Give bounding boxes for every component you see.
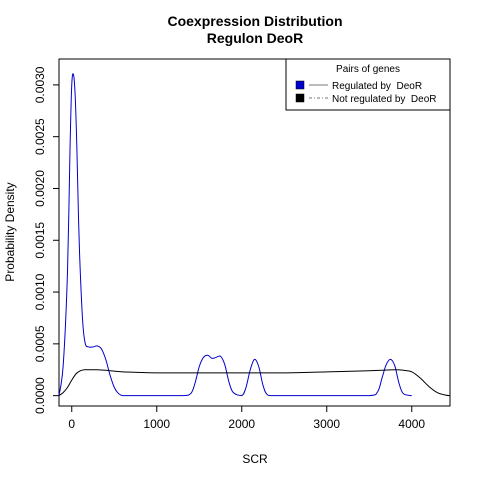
legend-title: Pairs of genes: [336, 64, 400, 75]
series-line-not-regulated: [58, 369, 451, 397]
plot-frame: [58, 58, 451, 407]
y-tick-label: 0.0000: [33, 377, 47, 414]
y-tick-label: 0.0025: [33, 118, 47, 155]
series-line-regulated: [58, 73, 412, 397]
x-axis-label: SCR: [242, 452, 268, 466]
legend: Pairs of genes Regulated by DeoR Not reg…: [285, 58, 451, 111]
chart-subtitle: Regulon DeoR: [207, 30, 303, 46]
x-tick-label: 2000: [228, 417, 255, 431]
legend-label-regulated: Regulated by DeoR: [332, 81, 422, 92]
y-axis: 0.0000 0.0005 0.0010 0.0015 0.0020 0.0025 0.00…: [33, 66, 59, 414]
x-tick-label: 3000: [313, 417, 340, 431]
y-tick-label: 0.0020: [33, 170, 47, 207]
y-axis-label: Probability Density: [3, 182, 17, 281]
y-tick-label: 0.0010: [33, 273, 47, 310]
y-tick-label: 0.0015: [33, 222, 47, 259]
x-tick-label: 0: [68, 417, 75, 431]
legend-label-not-regulated: Not regulated by DeoR: [332, 94, 437, 105]
legend-swatch-regulated: [295, 80, 305, 90]
x-tick-label: 4000: [398, 417, 425, 431]
x-axis: 0 1000 2000 3000 4000: [68, 406, 425, 431]
x-tick-label: 1000: [143, 417, 170, 431]
series-layer: [58, 73, 451, 397]
chart-title: Coexpression Distribution: [167, 13, 342, 29]
y-tick-label: 0.0005: [33, 325, 47, 362]
legend-swatch-not-regulated: [295, 93, 305, 103]
y-tick-label: 0.0030: [33, 66, 47, 103]
